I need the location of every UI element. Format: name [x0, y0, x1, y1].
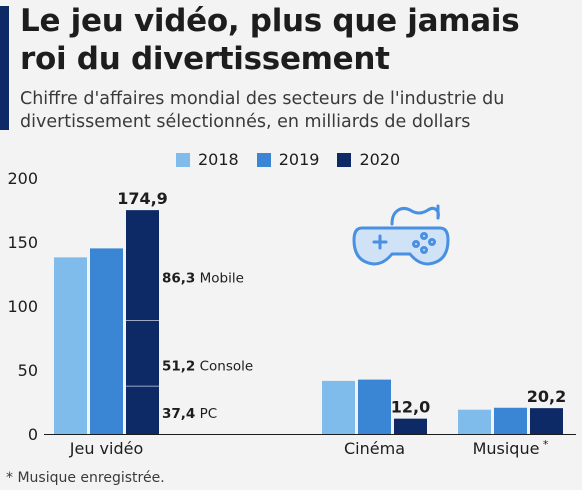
bar-2018-0: [54, 257, 87, 434]
bar-2019-1: [358, 379, 391, 434]
legend-label-2019: 2019: [278, 150, 320, 169]
gamepad-icon: [352, 204, 450, 266]
y-tick-label: 100: [7, 297, 38, 316]
bar-2018-2: [458, 409, 491, 434]
legend-swatch-2020: [337, 152, 352, 167]
chart-title: Le jeu vidéo, plus que jamais roi du div…: [20, 3, 520, 77]
segment-label-pc: 37,4 PC: [162, 406, 217, 422]
bar-2019-0: [90, 248, 123, 434]
data-label-2020: 12,0: [391, 398, 430, 417]
legend-swatch-2019: [256, 152, 271, 167]
bar-2020-0: [126, 210, 159, 434]
bar-2020-1: [394, 418, 427, 434]
legend-item-2020: 2020: [337, 150, 400, 169]
bars: [54, 210, 563, 434]
bar-2020-2: [530, 408, 563, 434]
y-tick-label: 0: [28, 425, 38, 444]
footnote: * Musique enregistrée.: [6, 470, 165, 486]
legend-item-2019: 2019: [256, 150, 320, 169]
y-axis: 0 50 100 150 200: [7, 169, 576, 444]
y-tick-label: 50: [18, 361, 38, 380]
value-labels: 174,9 12,0 20,2 37,4 PC 51,2 Console 86,3 Mob…: [117, 189, 566, 422]
legend-item-2018: 2018: [176, 150, 239, 169]
x-axis: Jeu vidéo Cinéma Musique *: [69, 438, 549, 458]
y-tick-label: 150: [7, 233, 38, 252]
legend: 2018 2019 2020: [176, 150, 400, 169]
legend-label-2018: 2018: [198, 150, 239, 169]
segment-label-console: 51,2 Console: [162, 358, 253, 374]
chart-subtitle: Chiffre d'affaires mondial des secteurs …: [20, 89, 505, 132]
accent-bar: [0, 6, 9, 130]
category-label: Cinéma: [344, 439, 405, 458]
bar-2019-2: [494, 407, 527, 434]
bar-2018-1: [322, 380, 355, 434]
segment-label-mobile: 86,3 Mobile: [162, 270, 244, 286]
data-label-2020: 174,9: [117, 189, 168, 208]
data-label-2020: 20,2: [527, 387, 566, 406]
category-label: Jeu vidéo: [69, 439, 144, 458]
legend-label-2020: 2020: [359, 150, 401, 169]
y-tick-label: 200: [7, 169, 38, 188]
legend-swatch-2018: [176, 152, 190, 167]
category-label: Musique *: [473, 438, 549, 458]
